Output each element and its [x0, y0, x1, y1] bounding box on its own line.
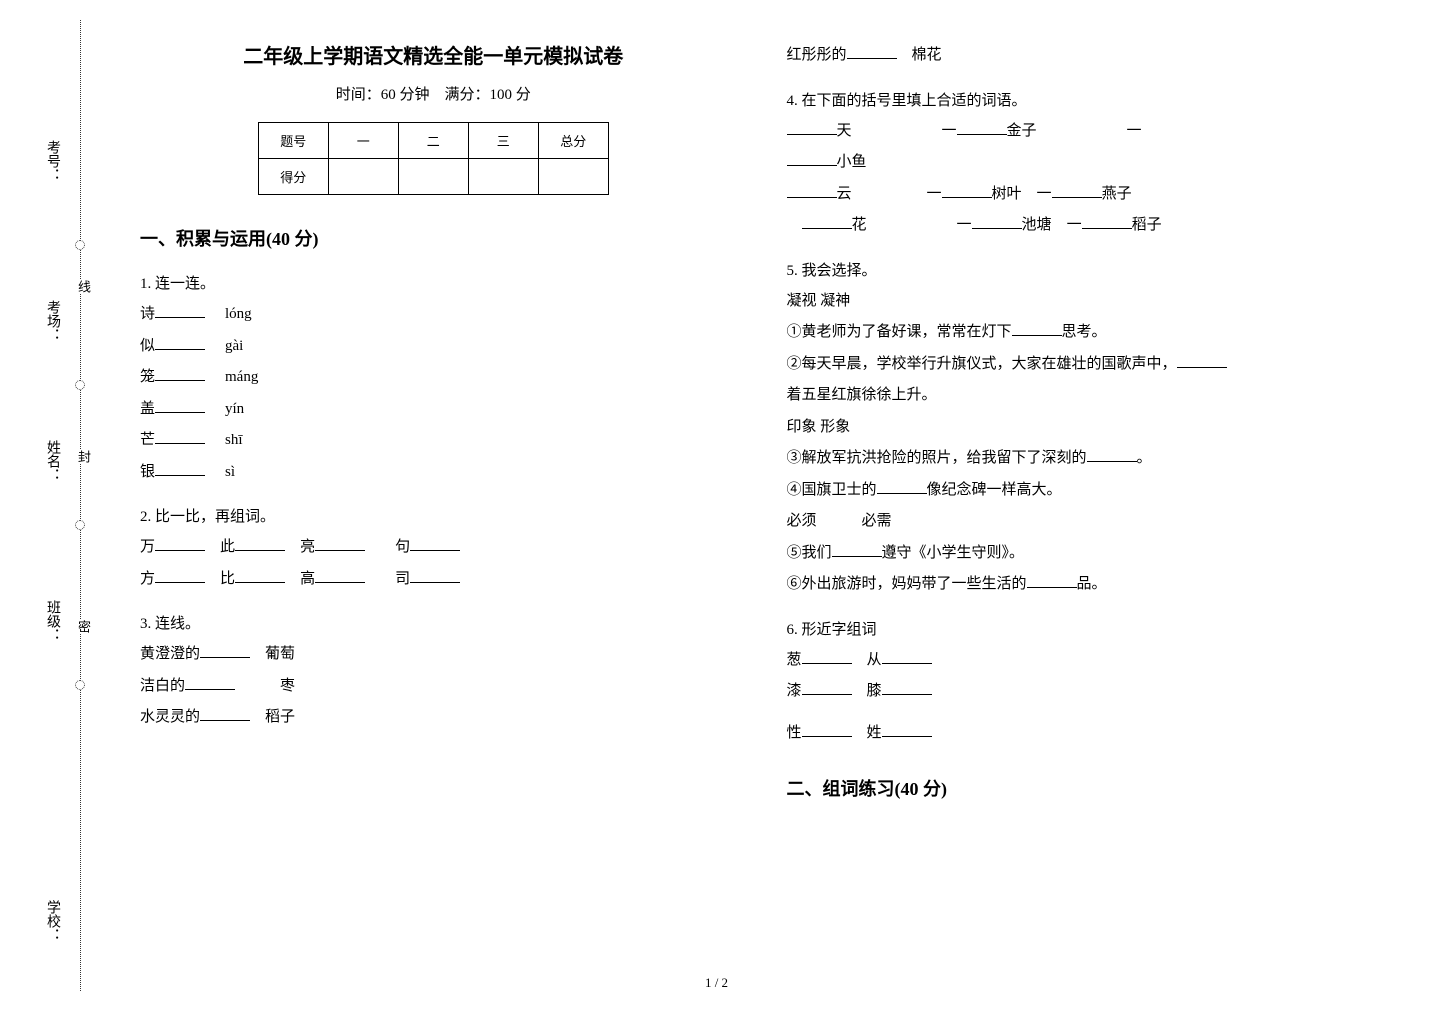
section2-heading: 二、组词练习(40 分)	[787, 775, 1374, 801]
q4-row: 天 一金子 一	[787, 116, 1374, 148]
binding-dotted-line	[80, 20, 81, 991]
q4-row: 云 一树叶 一燕子	[787, 179, 1374, 211]
q5-group-label: 印象 形象	[787, 412, 1374, 444]
q5-item: 着五星红旗徐徐上升。	[787, 380, 1374, 412]
q5: 5. 我会选择。 凝视 凝神 ①黄老师为了备好课，常常在灯下思考。 ②每天早晨，…	[787, 256, 1374, 601]
score-header: 题号	[258, 123, 328, 159]
q1-row: 诗lóng	[140, 299, 727, 331]
score-cell	[468, 159, 538, 195]
binding-char-xian: 线	[74, 280, 93, 293]
right-column: 红彤彤的 棉花 4. 在下面的括号里填上合适的词语。 天 一金子 一 小鱼 云 …	[787, 40, 1374, 819]
q2-row: 方 比 高 司	[140, 564, 727, 596]
score-header: 二	[398, 123, 468, 159]
binding-label-class: 班级：	[42, 600, 62, 642]
q4-row: 花 一池塘 一稻子	[787, 210, 1374, 242]
score-row-label: 得分	[258, 159, 328, 195]
page-title: 二年级上学期语文精选全能一单元模拟试卷	[140, 40, 727, 69]
q6-row: 性 姓	[787, 718, 1374, 750]
binding-circle	[75, 680, 85, 690]
q3-title: 3. 连线。	[140, 609, 727, 639]
q4-row: 小鱼	[787, 147, 1374, 179]
q1-row: 盖yín	[140, 394, 727, 426]
q2-title: 2. 比一比，再组词。	[140, 502, 727, 532]
binding-strip: 考号： 考场： 姓名： 班级： 学校： 线 封 密	[60, 0, 100, 1011]
q5-title: 5. 我会选择。	[787, 256, 1374, 286]
binding-circle	[75, 520, 85, 530]
q6: 6. 形近字组词 葱 从 漆 膝 性 姓	[787, 615, 1374, 750]
q3-row: 洁白的 枣	[140, 671, 727, 703]
binding-label-exam-no: 考号：	[42, 140, 62, 182]
binding-char-mi: 密	[74, 620, 93, 633]
q5-item: ③解放军抗洪抢险的照片，给我留下了深刻的。	[787, 443, 1374, 475]
q1-row: 笼máng	[140, 362, 727, 394]
score-table: 题号 一 二 三 总分 得分	[258, 122, 609, 195]
q3-row: 黄澄澄的 葡萄	[140, 639, 727, 671]
score-cell	[538, 159, 608, 195]
score-header: 一	[328, 123, 398, 159]
q5-item: ④国旗卫士的像纪念碑一样高大。	[787, 475, 1374, 507]
binding-circle	[75, 240, 85, 250]
q5-group-label: 凝视 凝神	[787, 286, 1374, 318]
q3-row-cont: 红彤彤的 棉花	[787, 40, 1374, 72]
q1-row: 似gài	[140, 331, 727, 363]
score-header: 总分	[538, 123, 608, 159]
q1-title: 1. 连一连。	[140, 269, 727, 299]
q1-row: 芒shī	[140, 425, 727, 457]
q6-row: 漆 膝	[787, 676, 1374, 708]
q3: 3. 连线。 黄澄澄的 葡萄 洁白的 枣 水灵灵的 稻子	[140, 609, 727, 734]
binding-char-feng: 封	[74, 450, 93, 463]
binding-circle	[75, 380, 85, 390]
binding-label-name: 姓名：	[42, 440, 62, 482]
score-cell	[398, 159, 468, 195]
q6-row: 葱 从	[787, 645, 1374, 677]
q5-item: ①黄老师为了备好课，常常在灯下思考。	[787, 317, 1374, 349]
left-column: 二年级上学期语文精选全能一单元模拟试卷 时间：60 分钟 满分：100 分 题号…	[140, 40, 727, 819]
section1-heading: 一、积累与运用(40 分)	[140, 225, 727, 251]
binding-label-school: 学校：	[42, 900, 62, 942]
q2-row: 万 此 亮 句	[140, 532, 727, 564]
score-header: 三	[468, 123, 538, 159]
q6-title: 6. 形近字组词	[787, 615, 1374, 645]
score-cell	[328, 159, 398, 195]
q5-item: ⑤我们遵守《小学生守则》。	[787, 538, 1374, 570]
binding-label-room: 考场：	[42, 300, 62, 342]
q3-row: 水灵灵的 稻子	[140, 702, 727, 734]
q4-title: 4. 在下面的括号里填上合适的词语。	[787, 86, 1374, 116]
q1-row: 银sì	[140, 457, 727, 489]
page-footer: 1 / 2	[705, 975, 728, 991]
q1: 1. 连一连。 诗lóng 似gài 笼máng 盖yín 芒shī 银sì	[140, 269, 727, 488]
q4: 4. 在下面的括号里填上合适的词语。 天 一金子 一 小鱼 云 一树叶 一燕子 …	[787, 86, 1374, 242]
q5-item: ⑥外出旅游时，妈妈带了一些生活的品。	[787, 569, 1374, 601]
page-subtitle: 时间：60 分钟 满分：100 分	[140, 83, 727, 104]
q2: 2. 比一比，再组词。 万 此 亮 句 方 比 高 司	[140, 502, 727, 595]
q5-item: ②每天早晨，学校举行升旗仪式，大家在雄壮的国歌声中，	[787, 349, 1374, 381]
q5-group-label: 必须 必需	[787, 506, 1374, 538]
